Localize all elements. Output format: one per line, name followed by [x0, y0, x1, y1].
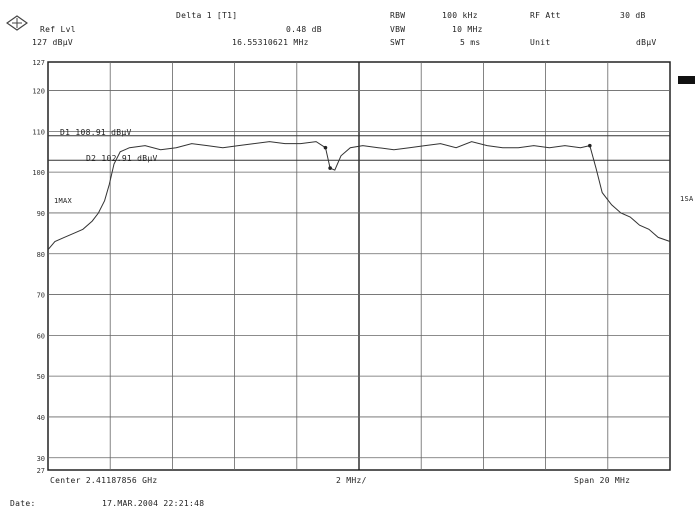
unit-value: dBµV: [636, 38, 657, 47]
y-tick-label: 90: [37, 210, 45, 218]
center-frequency-label: Center 2.41187856 GHz: [50, 476, 158, 485]
detector-label: 1MAX: [54, 197, 73, 205]
y-tick-label: 40: [37, 414, 45, 422]
grid: [48, 62, 670, 470]
date-label: Date:: [10, 499, 36, 508]
swt-value: 5 ms: [460, 38, 481, 47]
d2-line-label: D2 102.91 dBµV: [86, 154, 158, 163]
right-side-label: 1SA: [680, 195, 694, 203]
division-label: 2 MHz/: [336, 476, 367, 485]
vbw-label: VBW: [390, 25, 406, 34]
y-tick-label: 70: [37, 292, 45, 300]
logo-icon: [6, 15, 28, 31]
delta-label: Delta 1 [T1]: [176, 11, 238, 20]
y-tick-label: 100: [32, 169, 45, 177]
rbw-label: RBW: [390, 11, 406, 20]
delta-freq: 16.55310621 MHz: [232, 38, 309, 47]
unit-label: Unit: [530, 38, 551, 47]
trace-indicator-block: [678, 76, 695, 84]
ref-lvl-value: 127 dBµV: [32, 38, 73, 47]
trace-marker-point: [328, 166, 332, 170]
trace-marker-point: [323, 145, 328, 150]
ref-lvl-label: Ref Lvl: [40, 25, 76, 34]
y-tick-label: 110: [32, 128, 45, 136]
delta-db: 0.48 dB: [286, 25, 322, 34]
d1-line-label: D1 108.91 dBµV: [60, 128, 132, 137]
y-tick-label: 30: [37, 455, 45, 463]
y-tick-label: 127: [32, 59, 45, 67]
y-tick-label: 120: [32, 88, 45, 96]
date-value: 17.MAR.2004 22:21:48: [102, 499, 205, 508]
y-tick-label: 80: [37, 251, 45, 259]
y-tick-label: 50: [37, 373, 45, 381]
trace-markers: [323, 143, 592, 170]
y-tick-label: 27: [37, 467, 45, 475]
rbw-value: 100 kHz: [442, 11, 478, 20]
rf-att-value: 30 dB: [620, 11, 646, 20]
trace-line: [47, 141, 671, 251]
reference-lines: [48, 135, 670, 161]
trace-marker-point: [588, 143, 592, 148]
y-ticks: 127 120 110 100 90 80 70 60 50 40 30 27: [32, 59, 45, 475]
rf-att-label: RF Att: [530, 11, 561, 20]
swt-label: SWT: [390, 38, 406, 47]
span-label: Span 20 MHz: [574, 476, 631, 485]
vbw-value: 10 MHz: [452, 25, 483, 34]
y-tick-label: 60: [37, 332, 45, 340]
